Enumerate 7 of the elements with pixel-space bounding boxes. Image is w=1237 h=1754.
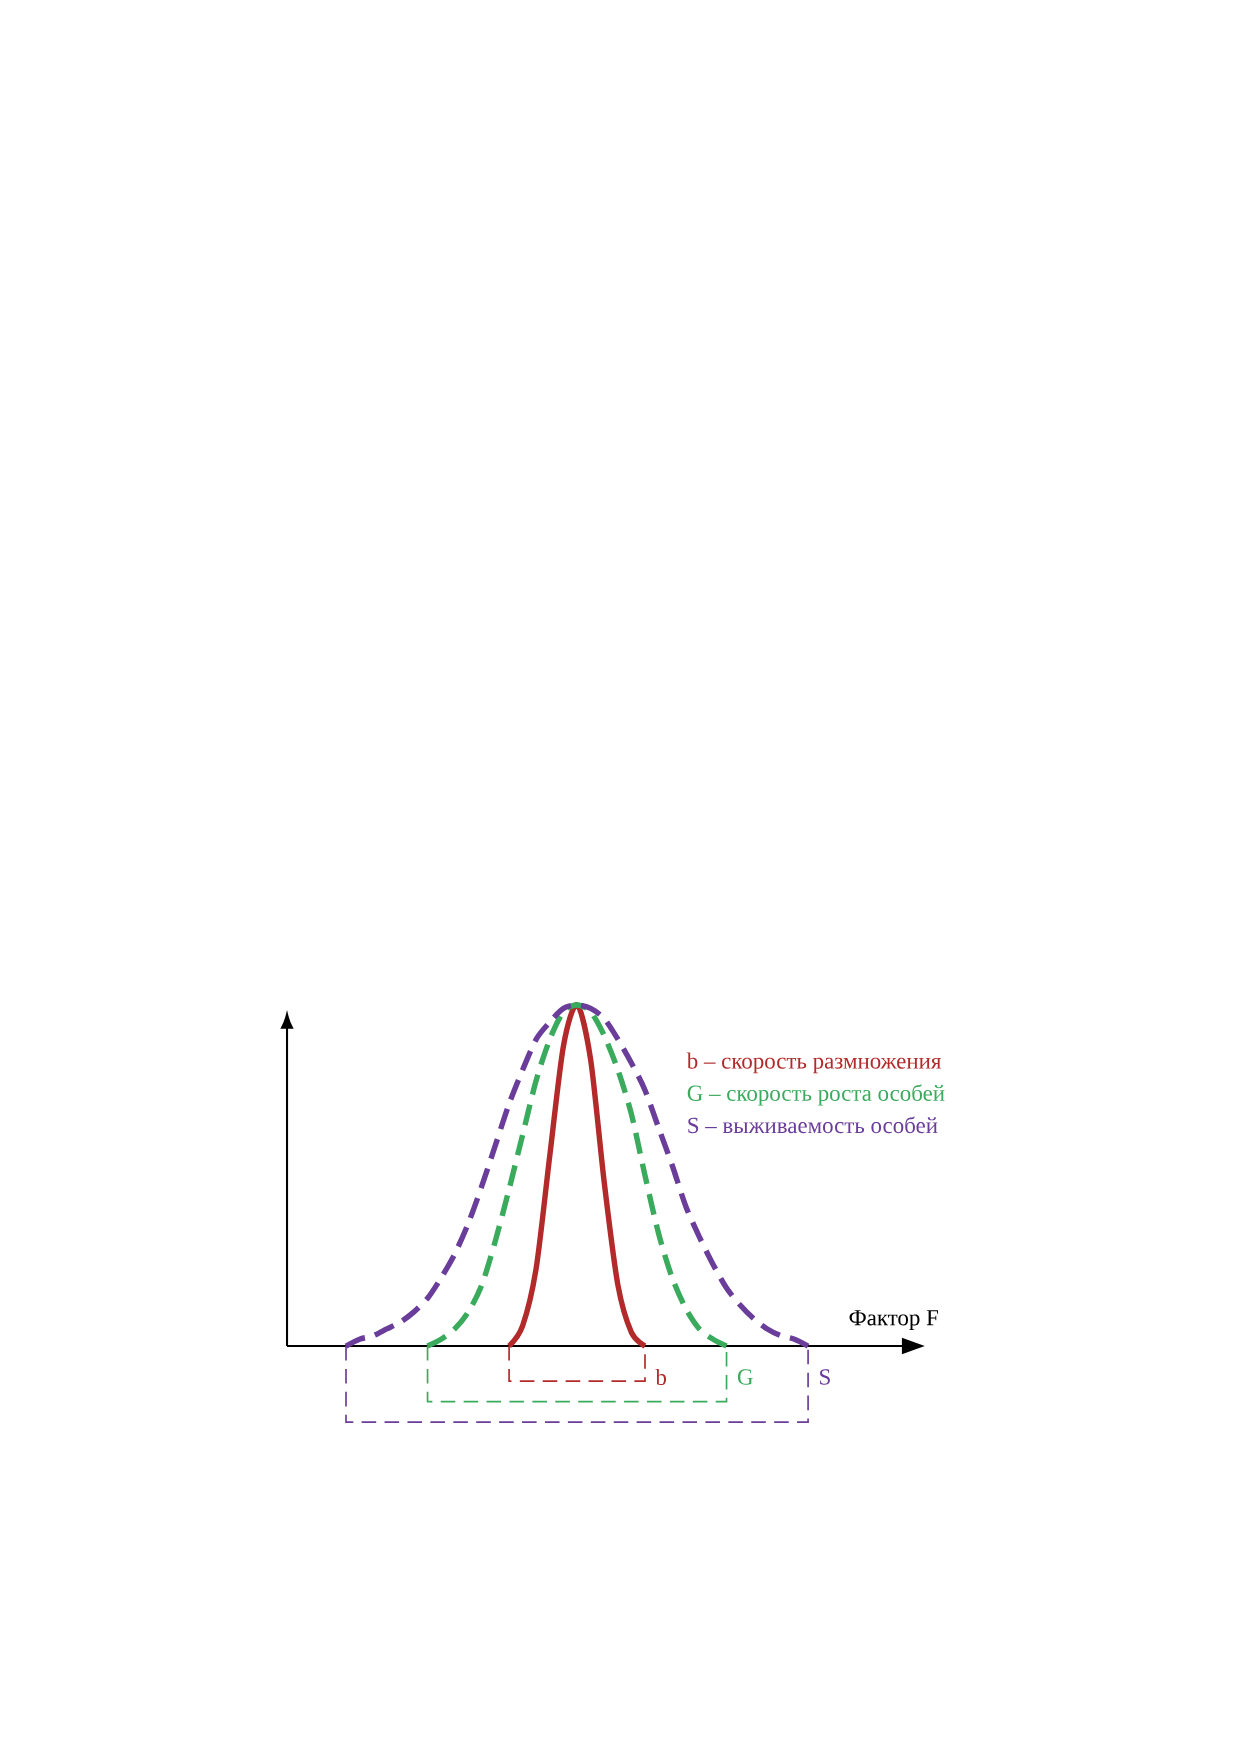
text: G — [737, 1369, 753, 1385]
text: b – скорость размножения — [686, 1052, 942, 1074]
series-label: S – выживаемость особей — [688, 1116, 938, 1134]
x-axis-title: Фактор F — [849, 1310, 938, 1331]
text: G – скорость роста особей — [687, 1084, 945, 1106]
text: S — [820, 1369, 830, 1385]
text: b — [655, 1368, 667, 1386]
